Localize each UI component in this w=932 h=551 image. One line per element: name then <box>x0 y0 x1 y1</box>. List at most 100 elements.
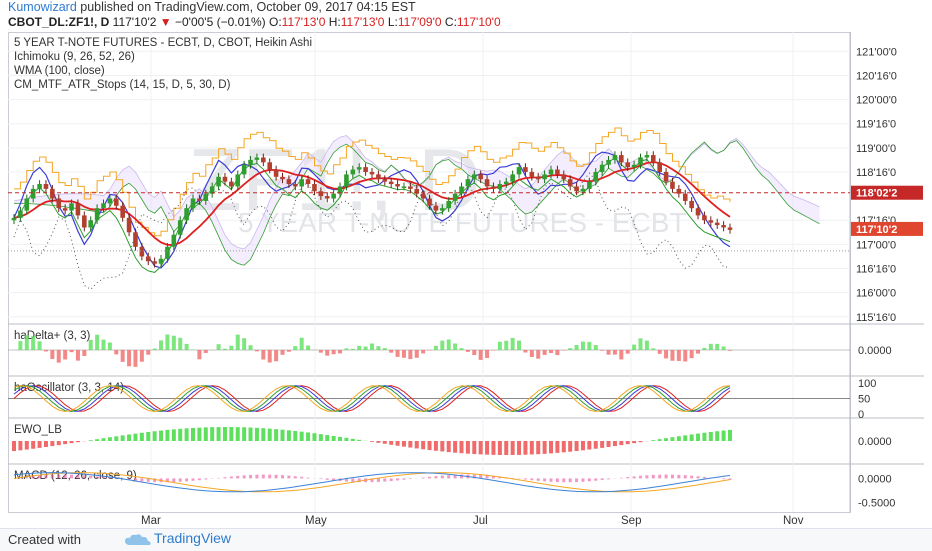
candle-body <box>536 177 541 179</box>
ewo-bar <box>626 441 630 444</box>
macd-histogram-bar <box>556 478 559 482</box>
author-link[interactable]: Kumowizard <box>8 0 77 14</box>
hadelta-bar <box>607 350 611 355</box>
candle-body <box>721 225 726 227</box>
ewo-bar <box>728 430 732 441</box>
hadelta-bar <box>338 350 342 353</box>
macd-histogram-bar <box>550 478 553 481</box>
hadelta-bar <box>396 350 400 357</box>
candle-body <box>88 220 93 227</box>
ewo-bar <box>376 441 380 443</box>
candle-body <box>37 184 42 189</box>
hadelta-bar <box>57 350 61 363</box>
ewo-bar <box>434 441 438 451</box>
hadelta-bar <box>472 350 476 355</box>
ewo-bar <box>658 439 662 441</box>
hadelta-bar <box>485 350 489 358</box>
hadelta-bar <box>18 341 22 350</box>
candle-body <box>638 157 643 164</box>
ewo-bar <box>274 429 278 441</box>
candle-body <box>370 172 375 174</box>
hadelta-bar <box>95 335 99 350</box>
candle-body <box>696 208 701 215</box>
ewo-bar <box>581 441 585 450</box>
tradingview-brand[interactable]: TradingView <box>154 530 231 546</box>
candle-body <box>344 174 349 186</box>
macd-histogram-bar <box>697 476 700 478</box>
candle-body <box>625 162 630 167</box>
candle-body <box>683 194 688 201</box>
ewo-bar <box>651 440 655 441</box>
hadelta-bar <box>217 344 221 350</box>
candle-body <box>485 179 490 186</box>
indicator-legend: CM_MTF_ATR_Stops (14, 15, D, 5, 30, D) <box>14 79 231 91</box>
ewo-bar <box>491 441 495 455</box>
ewo-bar <box>670 437 674 441</box>
hadelta-bar <box>447 340 451 350</box>
ewo-bar <box>95 439 99 441</box>
ewo-bar <box>715 431 719 441</box>
ewo-bar <box>690 434 694 441</box>
low-label: L: <box>388 15 398 29</box>
hadelta-bar <box>376 346 380 350</box>
ewo-bar <box>677 436 681 441</box>
pane-legend: EWO_LB <box>14 424 62 436</box>
candle-body <box>619 155 624 162</box>
macd-histogram-bar <box>524 478 527 479</box>
macd-histogram-bar <box>665 475 668 479</box>
macd-histogram-bar <box>530 478 533 480</box>
candle-body <box>56 199 61 209</box>
hadelta-bar <box>108 342 112 350</box>
candle-body <box>389 182 394 184</box>
candle-body <box>574 186 579 191</box>
hadelta-bar <box>466 350 470 352</box>
macd-histogram-bar <box>223 477 226 478</box>
candle-body <box>606 160 611 165</box>
macd-histogram-bar <box>140 478 143 481</box>
created-with-label: Created with <box>8 532 81 547</box>
chart-area[interactable]: ZF1!, D5 YEAR T-NOTE FUTURES - ECBT121'0… <box>8 32 924 528</box>
ewo-bar <box>332 436 336 441</box>
hadelta-bar <box>159 340 163 350</box>
candle-body <box>12 218 17 220</box>
macd-histogram-bar <box>281 475 284 478</box>
candle-body <box>280 177 285 179</box>
hadelta-bar <box>626 350 630 354</box>
hadelta-bar <box>543 350 547 355</box>
x-tick-label: Mar <box>141 515 161 527</box>
hadelta-bar <box>619 350 623 359</box>
hadelta-bar <box>517 341 521 350</box>
candle-body <box>120 206 125 218</box>
ewo-bar <box>607 441 611 447</box>
candle-body <box>229 182 234 187</box>
hadelta-bar <box>281 350 285 355</box>
macd-histogram-bar <box>51 475 54 479</box>
candle-body <box>728 227 733 229</box>
candle-body <box>18 211 23 218</box>
candle-body <box>319 191 324 196</box>
macd-histogram-bar <box>390 478 393 481</box>
hadelta-bar <box>146 350 150 355</box>
macd-histogram-bar <box>703 477 706 478</box>
candle-body <box>248 160 253 165</box>
candle-body <box>178 220 183 234</box>
hadelta-bar <box>223 349 227 350</box>
candle-body <box>50 189 55 199</box>
candle-body <box>165 247 170 259</box>
ewo-bar <box>210 427 214 441</box>
ewo-bar <box>479 441 483 454</box>
y-tick-label: 0.0000 <box>858 345 892 357</box>
ewo-bar <box>709 432 713 441</box>
ewo-bar <box>600 441 604 448</box>
macd-histogram-bar <box>428 477 431 479</box>
price-label: 117'10'2 <box>856 224 897 236</box>
hadelta-bar <box>249 345 253 350</box>
ewo-bar <box>511 441 515 455</box>
macd-histogram-bar <box>262 475 265 479</box>
ewo-bar <box>293 431 297 441</box>
ewo-bar <box>12 441 16 451</box>
ewo-bar <box>575 441 579 451</box>
ewo-bar <box>696 434 700 441</box>
candle-body <box>434 206 439 211</box>
hadelta-bar <box>383 348 387 350</box>
